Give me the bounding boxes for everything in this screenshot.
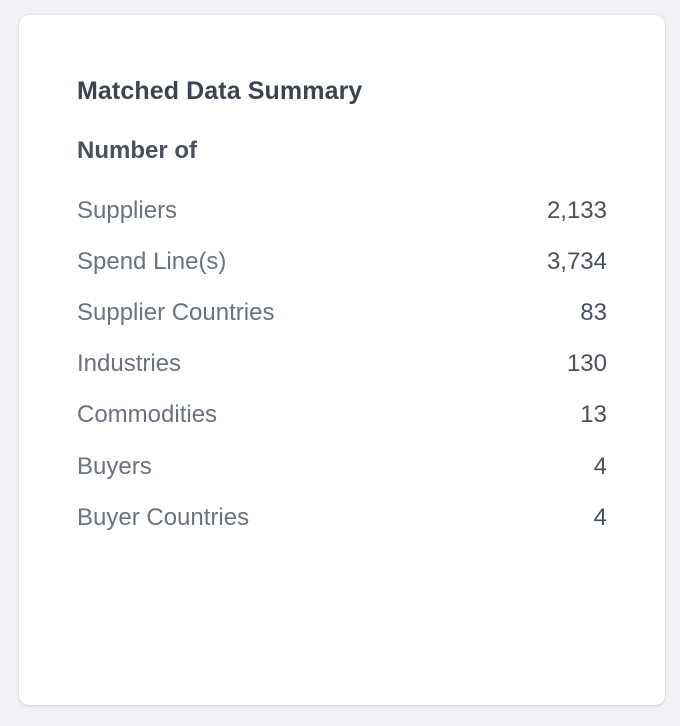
row-value: 4 bbox=[593, 452, 607, 480]
summary-row-commodities: Commodities 13 bbox=[77, 390, 607, 441]
row-label: Supplier Countries bbox=[77, 298, 275, 326]
card-title: Matched Data Summary bbox=[77, 77, 363, 105]
row-value: 4 bbox=[593, 503, 607, 531]
section-label-number-of: Number of bbox=[77, 137, 197, 164]
summary-row-spend-lines: Spend Line(s) 3,734 bbox=[77, 236, 607, 287]
row-label: Buyers bbox=[77, 452, 152, 480]
row-label: Suppliers bbox=[77, 196, 178, 224]
summary-list: Suppliers 2,133 Spend Line(s) 3,734 Supp… bbox=[77, 185, 607, 543]
row-label: Spend Line(s) bbox=[77, 247, 227, 275]
summary-row-buyers: Buyers 4 bbox=[77, 441, 607, 492]
row-value: 3,734 bbox=[546, 247, 607, 275]
summary-row-supplier-countries: Supplier Countries 83 bbox=[77, 287, 607, 338]
row-value: 13 bbox=[580, 401, 607, 429]
row-label: Industries bbox=[77, 350, 182, 378]
summary-row-industries: Industries 130 bbox=[77, 339, 607, 390]
row-value: 2,133 bbox=[546, 196, 607, 224]
matched-data-summary-card: Matched Data Summary Number of Suppliers… bbox=[19, 15, 665, 705]
summary-row-buyer-countries: Buyer Countries 4 bbox=[77, 492, 607, 543]
row-label: Buyer Countries bbox=[77, 503, 250, 531]
row-label: Commodities bbox=[77, 401, 218, 429]
summary-row-suppliers: Suppliers 2,133 bbox=[77, 185, 607, 236]
row-value: 83 bbox=[580, 298, 607, 326]
row-value: 130 bbox=[566, 350, 607, 378]
